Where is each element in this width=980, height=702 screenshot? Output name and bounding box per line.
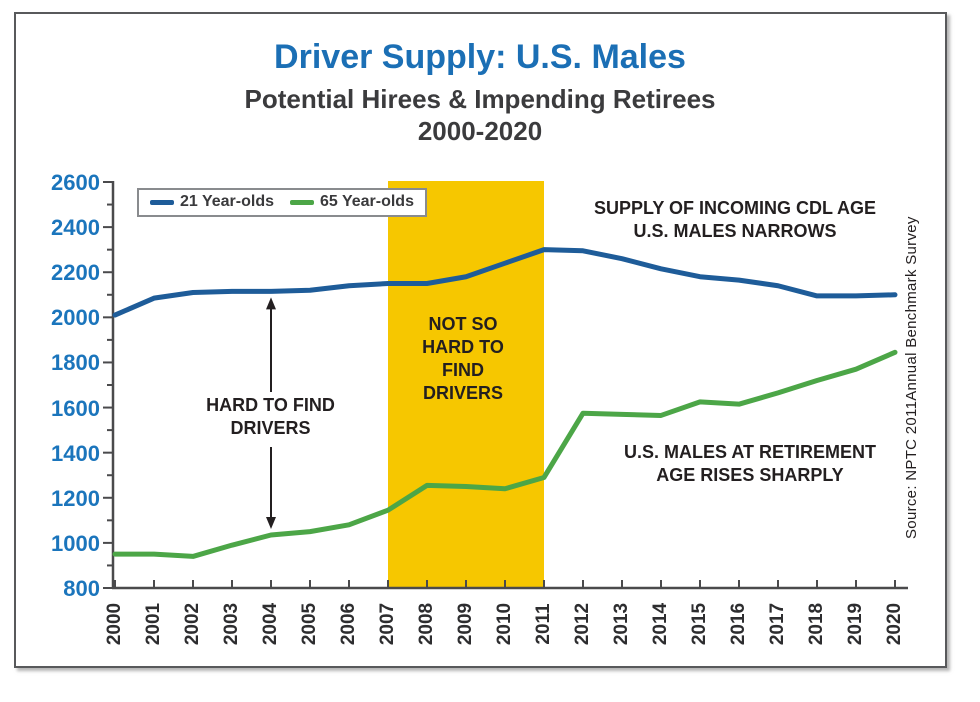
- x-tick-label: 2018: [806, 602, 827, 646]
- x-tick-label: 2017: [767, 602, 788, 646]
- y-tick-label: 1200: [51, 485, 100, 511]
- chart-legend: 21 Year-olds 65 Year-olds: [137, 188, 427, 217]
- annotation-supply-narrows: SUPPLY OF INCOMING CDL AGE U.S. MALES NA…: [593, 198, 877, 242]
- x-tick-label: 2020: [884, 602, 905, 646]
- annotation-retirement-rises: U.S. MALES AT RETIREMENT AGE RISES SHARP…: [624, 442, 876, 486]
- y-tick-label: 1000: [51, 530, 100, 556]
- x-tick-label: 2000: [104, 602, 125, 646]
- y-tick-label: 1400: [51, 440, 100, 466]
- chart-frame-border: [14, 12, 947, 668]
- legend-item-65-year-olds: 65 Year-olds: [289, 193, 414, 211]
- annotation-not-so-hard: NOT SO HARD TO FIND DRIVERS: [422, 314, 504, 404]
- x-tick-label: 2010: [494, 602, 515, 646]
- annotation-hard-to-find: HARD TO FIND DRIVERS: [206, 395, 335, 439]
- x-tick-label: 2012: [572, 602, 593, 646]
- legend-swatch-icon: [150, 199, 174, 205]
- y-tick-label: 1800: [51, 350, 100, 376]
- legend-label: 21 Year-olds: [180, 193, 274, 210]
- x-tick-label: 2004: [260, 602, 281, 646]
- series-line-21-year-olds: [112, 247, 898, 318]
- chart-title: Driver Supply: U.S. Males: [274, 38, 686, 76]
- x-tick-label: 2007: [377, 602, 398, 646]
- x-tick-label: 2001: [143, 602, 164, 646]
- x-tick-label: 2015: [689, 602, 710, 646]
- x-tick-label: 2003: [221, 602, 242, 646]
- legend-item-21-year-olds: 21 Year-olds: [150, 193, 274, 211]
- legend-swatch-icon: [289, 199, 314, 205]
- y-tick-label: 800: [63, 576, 100, 601]
- highlight-band: [388, 181, 544, 588]
- y-tick-label: 2400: [51, 215, 100, 241]
- chart-subtitle-years: 2000-2020: [417, 116, 543, 146]
- chart-subtitle: Potential Hirees & Impending Retirees: [244, 84, 716, 114]
- y-tick-label: 2000: [51, 305, 100, 331]
- y-tick-label: 2200: [51, 260, 100, 286]
- x-tick-label: 2008: [416, 602, 437, 646]
- x-tick-label: 2009: [455, 602, 476, 646]
- source-credit: Source: NPTC 2011Annual Benchmark Survey: [903, 216, 920, 540]
- y-tick-label: 2600: [51, 170, 100, 195]
- x-tick-label: 2016: [728, 602, 749, 646]
- x-tick-label: 2005: [299, 602, 320, 646]
- arrow-head-up: [266, 297, 276, 310]
- x-tick-label: 2011: [533, 603, 554, 645]
- y-tick-label: 1600: [51, 395, 100, 421]
- legend-label: 65 Year-olds: [319, 193, 414, 210]
- x-tick-label: 2014: [650, 602, 671, 646]
- x-tick-label: 2019: [845, 602, 866, 646]
- x-tick-label: 2006: [338, 602, 359, 646]
- series-line-65-year-olds: [112, 349, 898, 559]
- x-tick-label: 2013: [611, 602, 632, 646]
- x-tick-label: 2002: [182, 602, 203, 646]
- arrow-head-down: [266, 516, 276, 529]
